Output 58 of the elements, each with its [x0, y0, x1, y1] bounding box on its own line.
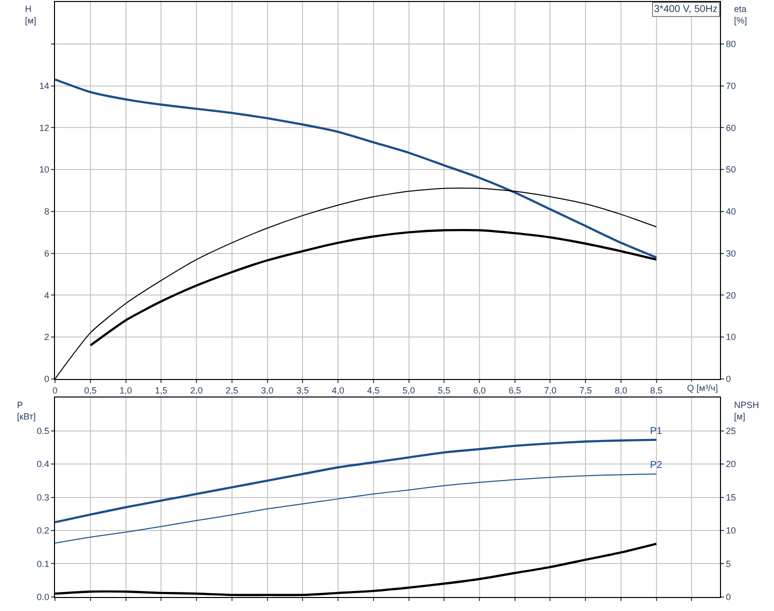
y-tick-label: 14 — [39, 80, 50, 91]
x-tick-label: 0 — [52, 386, 58, 396]
y2-tick-label: 80 — [726, 39, 736, 50]
x-tick-label: 2,5 — [226, 386, 238, 396]
x-tick-label: 7,5 — [579, 386, 592, 396]
y2-tick-label: 50 — [726, 164, 736, 175]
x-tick-label: 3,0 — [261, 386, 274, 396]
line-series — [55, 78, 658, 259]
x-tick-label: 5,0 — [402, 386, 416, 396]
y2-tick-label: 0 — [726, 374, 731, 384]
y-tick-label: 2 — [44, 332, 50, 342]
y2-axis-title: eta [%] — [734, 4, 748, 26]
y2-tick-label: 10 — [726, 332, 736, 342]
x-tick-label: 2,0 — [190, 386, 203, 396]
x-axis-title: Q [м³/ч] — [687, 383, 718, 393]
y2-tick-label: 70 — [726, 80, 736, 91]
x-tick-label: 4,5 — [367, 386, 380, 396]
x-tick-label: 1,5 — [154, 386, 168, 396]
chart-title: 3*400 V, 50Hz — [654, 4, 718, 15]
y2-axis-title: NPSH [м] — [734, 400, 760, 422]
x-tick-label: 5,5 — [438, 386, 450, 396]
y2-tick-label: 10 — [726, 526, 736, 536]
y2-tick-label: 25 — [726, 426, 736, 436]
y-tick-label: 6 — [44, 248, 50, 258]
x-tick-label: 8,0 — [614, 386, 628, 396]
y2-tick-label: 0 — [726, 592, 731, 602]
y2-tick-label: 30 — [726, 248, 736, 258]
y-tick-label: 0.0 — [36, 592, 50, 602]
y-tick-label: 0.1 — [36, 558, 50, 569]
y2-tick-label: 20 — [726, 459, 736, 470]
y-tick-label: 10 — [39, 164, 50, 175]
y2-tick-label: 20 — [726, 290, 736, 300]
y2-tick-label: 5 — [726, 558, 731, 569]
y2-tick-label: 60 — [726, 122, 736, 133]
line-series — [89, 228, 658, 346]
x-tick-label: 8,5 — [650, 386, 663, 396]
y-tick-label: 0.4 — [36, 459, 50, 470]
x-tick-label: 0,5 — [84, 386, 97, 396]
y-tick-label: 12 — [39, 122, 50, 133]
x-tick-label: 7,0 — [544, 386, 556, 396]
y-tick-label: 4 — [44, 290, 50, 300]
x-tick-label: 1,0 — [120, 386, 132, 396]
x-tick-label: 4,0 — [332, 386, 344, 396]
y-tick-label: 0 — [44, 374, 50, 384]
x-tick-label: 3,5 — [296, 386, 309, 396]
y-axis-title: P [кВт] — [17, 400, 36, 422]
series-label: P2 — [650, 460, 663, 471]
line-series — [55, 474, 657, 544]
y-tick-label: 0.2 — [36, 526, 50, 536]
y2-tick-label: 40 — [726, 206, 736, 217]
y2-tick-label: 15 — [726, 492, 736, 502]
y-tick-label: 8 — [44, 206, 50, 217]
y-axis-title: H [м] — [25, 4, 36, 26]
x-tick-label: 6,0 — [473, 386, 486, 396]
x-tick-label: 6,5 — [508, 386, 522, 396]
y-tick-label: 0.3 — [36, 492, 50, 502]
y-tick-label: 0.5 — [36, 426, 50, 436]
series-label: P1 — [650, 426, 663, 437]
